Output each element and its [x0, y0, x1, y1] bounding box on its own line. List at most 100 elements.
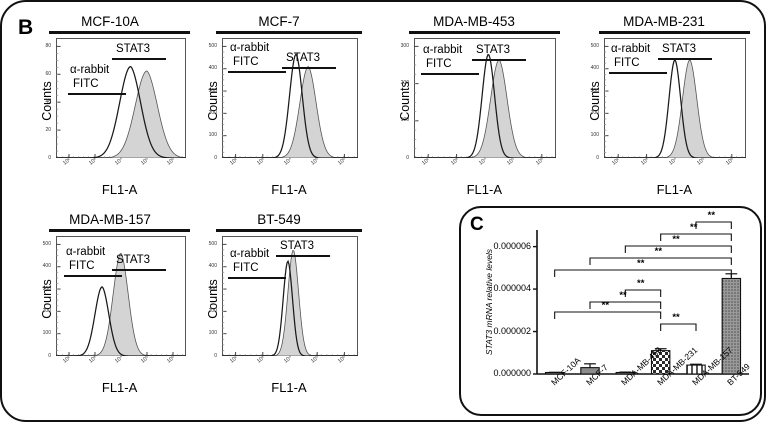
y-tick-label: 0 — [406, 154, 409, 161]
control-annotation-line1: α-rabbit — [230, 42, 270, 54]
x-tick-label: 10⁵ — [506, 156, 517, 167]
y-tick-label: 0 — [214, 352, 217, 359]
y-tick-label: 0 — [48, 154, 51, 161]
y-tick-label: 40 — [45, 98, 51, 105]
y-axis-label: Counts — [397, 81, 412, 122]
x-axis-label: FL1-A — [656, 182, 693, 197]
stat3-annotation: STAT3 — [116, 43, 151, 55]
x-tick-label: 10⁵ — [140, 156, 151, 167]
stat3-annotation: STAT3 — [662, 43, 697, 55]
x-tick-label: 10² — [228, 157, 239, 167]
control-annotation-underline — [68, 93, 126, 96]
c-y-tick-label: 0.000000 — [493, 368, 531, 378]
x-tick-label: 10⁶ — [166, 354, 177, 365]
title-underline — [598, 31, 750, 34]
y-tick-label: 0 — [48, 352, 51, 359]
x-axis-label: FL1-A — [101, 380, 138, 395]
title-underline — [215, 229, 362, 232]
y-tick-label: 60 — [45, 70, 51, 77]
y-tick-label: 500 — [208, 42, 217, 49]
plot-area — [604, 38, 746, 158]
y-tick-label: 200 — [208, 307, 217, 314]
y-tick-label: 400 — [590, 65, 599, 72]
y-tick-label: 200 — [590, 109, 599, 116]
significance-label: ** — [690, 222, 698, 233]
y-tick-label: 100 — [400, 117, 409, 124]
y-tick-label: 200 — [208, 109, 217, 116]
stat3-annotation-underline — [112, 269, 166, 272]
panel-c-container: C ** ** ** ** ** ** ** ** ** 0.000000 0.000002 0.00… — [459, 206, 762, 416]
y-tick-label: 300 — [590, 87, 599, 94]
control-annotation-line1: α-rabbit — [66, 246, 106, 258]
y-tick-label: 400 — [208, 65, 217, 72]
y-tick-label: 300 — [208, 285, 217, 292]
title-underline — [215, 31, 362, 34]
x-tick-label: 10³ — [449, 157, 460, 167]
stat3-annotation-underline — [658, 58, 712, 61]
y-tick-label: 300 — [42, 285, 51, 292]
bar-bt-549 — [721, 277, 742, 375]
y-tick-label: 0 — [596, 154, 599, 161]
x-tick-label: 10² — [62, 355, 72, 365]
y-tick-label: 0 — [214, 154, 217, 161]
x-tick-label: 10⁵ — [310, 354, 321, 365]
control-annotation-underline — [609, 72, 667, 75]
x-tick-label: 10³ — [88, 157, 98, 167]
control-annotation-line1: α-rabbit — [230, 248, 270, 260]
control-annotation-line1: α-rabbit — [611, 43, 651, 55]
y-tick-label: 500 — [42, 240, 51, 247]
flow-plot-title: MCF-7 — [258, 14, 300, 29]
stat3-annotation: STAT3 — [476, 44, 511, 56]
stat3-annotation-underline — [112, 58, 166, 61]
panel-b-letter: B — [18, 16, 34, 39]
significance-bracket — [695, 221, 732, 229]
significance-bracket — [589, 301, 662, 309]
x-tick-label: 10² — [62, 157, 72, 167]
significance-bracket — [554, 269, 732, 277]
x-axis-label: FL1-A — [271, 380, 307, 395]
title-underline — [49, 31, 190, 34]
control-histogram — [56, 65, 186, 158]
control-histogram — [222, 259, 358, 356]
x-tick-label: 10³ — [255, 355, 266, 365]
y-tick-label: 500 — [208, 240, 217, 247]
x-tick-label: 10⁴ — [478, 156, 489, 167]
x-tick-label: 10² — [421, 157, 432, 167]
stat3-histogram — [56, 252, 186, 356]
significance-label: ** — [637, 278, 645, 289]
c-y-tick-label: 0.000004 — [493, 283, 531, 294]
control-annotation-underline — [64, 275, 122, 278]
significance-bracket — [589, 257, 732, 265]
significance-label: ** — [707, 210, 716, 221]
flow-plot-mda-mb-231: MDA-MB-231 Counts FL1-A 0 100 200 300 400 500 10²… — [578, 14, 750, 197]
c-y-tick-label: 0.000002 — [493, 325, 531, 336]
y-tick-label: 200 — [400, 80, 409, 87]
y-tick-label: 100 — [42, 330, 51, 337]
x-tick-label: 10⁴ — [114, 156, 125, 167]
control-annotation-underline — [228, 71, 286, 74]
flow-plot-bt-549: BT-549 Counts FL1-A 0 100 200 300 400 500 10² 10³ 1… — [196, 212, 362, 395]
significance-bracket — [660, 323, 697, 331]
x-tick-label: 10³ — [88, 355, 98, 365]
x-tick-label: 10³ — [639, 157, 650, 167]
stat3-annotation-underline — [276, 255, 330, 258]
x-tick-label: 10⁴ — [283, 354, 294, 365]
flow-plot-title: MDA-MB-231 — [623, 14, 705, 29]
title-underline — [408, 31, 560, 34]
y-tick-label: 500 — [590, 42, 599, 49]
significance-label: ** — [637, 258, 645, 269]
plot-area — [414, 38, 556, 158]
y-tick-label: 100 — [208, 132, 217, 139]
flow-plot-mcf-10a: MCF-10A Counts FL1-A 0 20 40 60 80 10² 10³ 10⁴ 10⁵ 1… — [30, 14, 190, 197]
significance-label: ** — [619, 290, 627, 301]
plot-area — [56, 236, 186, 356]
stat3-annotation-underline — [282, 67, 336, 70]
x-axis-label: FL1-A — [466, 182, 503, 197]
significance-label: ** — [601, 300, 610, 311]
x-tick-label: 10³ — [255, 157, 266, 167]
x-tick-label: 10⁶ — [534, 156, 546, 167]
flow-plot-title: BT-549 — [257, 212, 301, 227]
stat3-histogram — [222, 249, 358, 356]
y-tick-label: 300 — [208, 87, 217, 94]
